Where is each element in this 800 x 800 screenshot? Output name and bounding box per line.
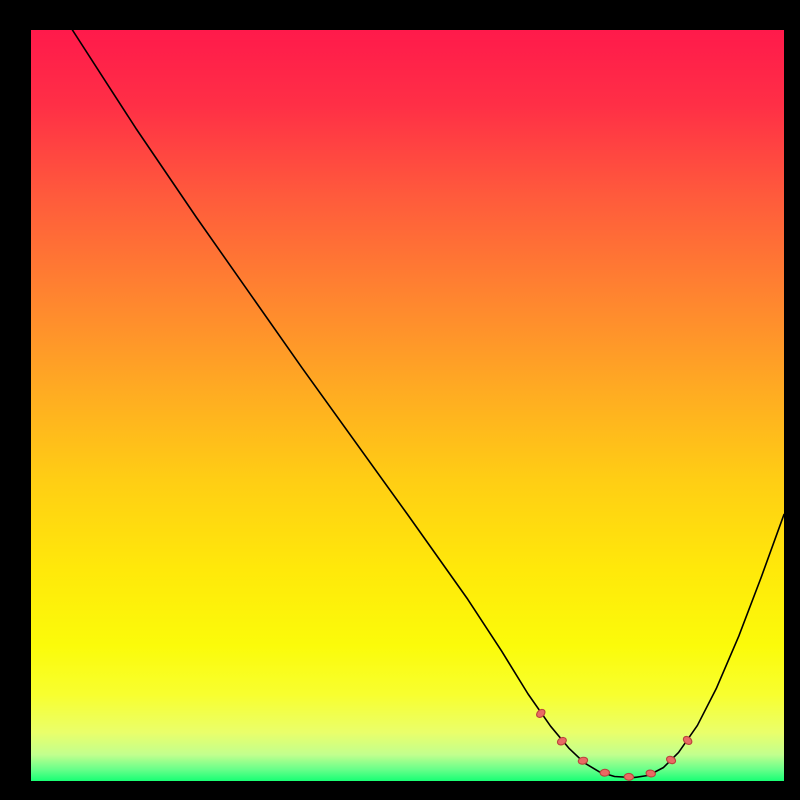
frame-bottom: [0, 781, 800, 800]
gradient-background: [31, 30, 784, 781]
chart-svg: [31, 30, 784, 781]
frame-top: [0, 0, 800, 30]
chart-plot-area: [31, 30, 784, 781]
frame-right: [784, 0, 800, 800]
frame-left: [0, 0, 31, 800]
marker-point: [624, 773, 634, 780]
marker-point: [600, 769, 610, 776]
